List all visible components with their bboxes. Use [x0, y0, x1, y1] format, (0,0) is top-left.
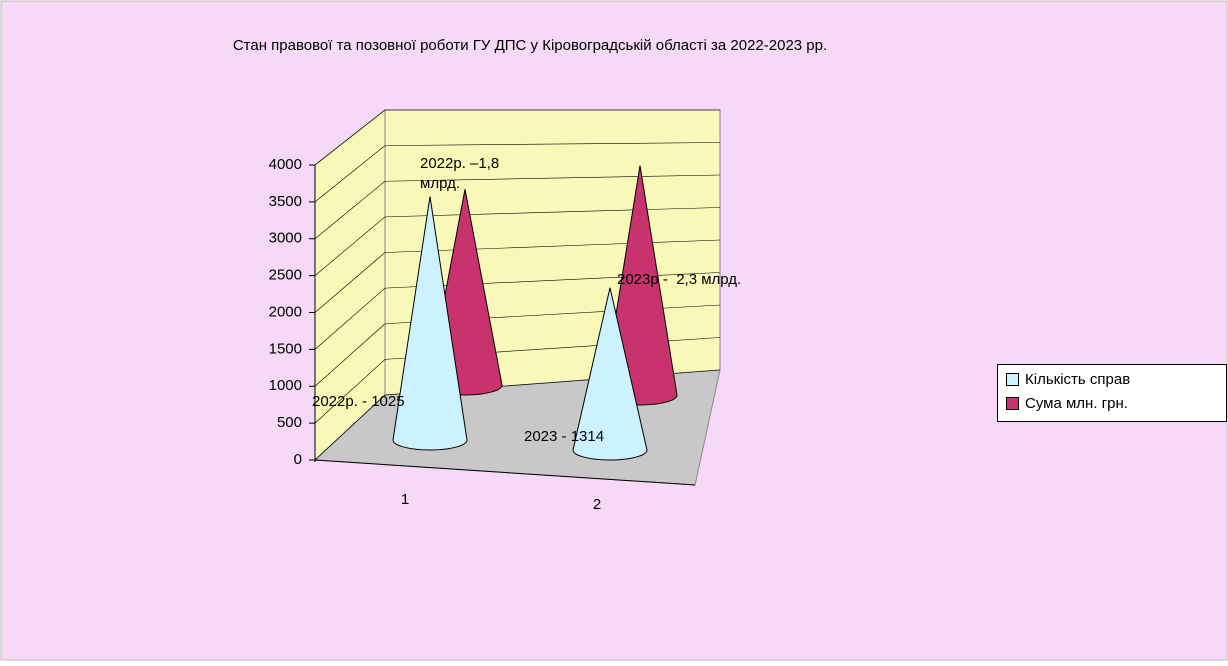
legend-label: Сума млн. грн. [1025, 395, 1128, 412]
grid-line [384, 174, 721, 182]
legend-label: Кількість справ [1025, 371, 1131, 388]
cone [572, 287, 648, 461]
legend-entry: Кількість справ [1006, 371, 1130, 388]
chart-title: Стан правової та позовної роботи ГУ ДПС … [232, 37, 828, 54]
x-tick-label: 2 [593, 496, 601, 513]
grid-line [314, 216, 386, 276]
y-tick-label: 2500 [269, 267, 302, 284]
grid-line [314, 287, 386, 350]
y-tick-label: 3000 [269, 230, 302, 247]
annotation: 2022р. - 1025 [312, 393, 405, 410]
annotation: 2023 - 1314 [524, 428, 605, 445]
grid-line [384, 239, 721, 253]
y-tick-label: 1500 [269, 340, 302, 357]
legend-swatch [1006, 373, 1019, 386]
annotation: 2023р - 2,3 млрд. [617, 271, 742, 288]
grid-line [384, 142, 721, 146]
grid-line [314, 394, 386, 461]
grid-line [314, 323, 386, 387]
grid-line [314, 145, 386, 203]
grid-line [314, 181, 386, 239]
legend-swatch [1006, 397, 1019, 410]
grid-line [314, 359, 386, 424]
y-tick-label: 500 [277, 414, 302, 431]
y-tick-label: 2000 [269, 303, 302, 320]
legend: Кількість справ Сума млн. грн. [997, 364, 1227, 422]
cone [392, 196, 468, 451]
annotation: 2022р. –1,8 млрд. [420, 155, 500, 192]
y-tick-label: 0 [294, 451, 302, 468]
x-axis [314, 459, 696, 486]
x-tick-label: 1 [401, 491, 409, 508]
legend-entry: Сума млн. грн. [1006, 395, 1128, 412]
y-tick-label: 4000 [269, 156, 302, 173]
grid-line [314, 109, 386, 166]
y-tick-label: 1000 [269, 377, 302, 394]
grid-line [314, 252, 386, 313]
grid-line [384, 207, 721, 218]
y-tick-label: 3500 [269, 193, 302, 210]
